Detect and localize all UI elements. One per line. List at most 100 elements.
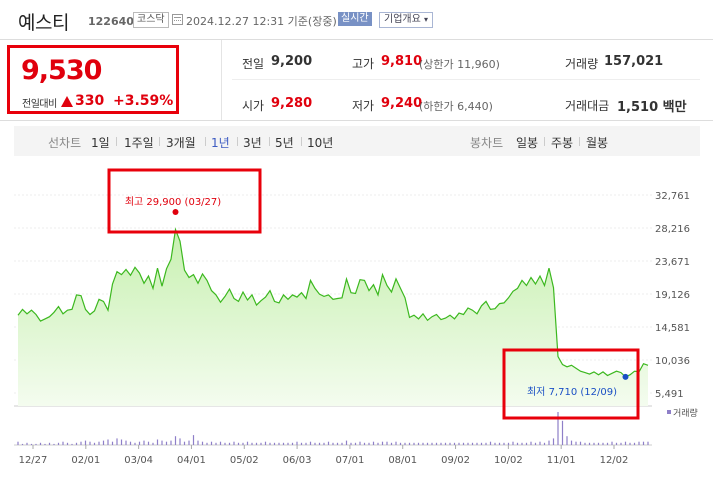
volume-bar xyxy=(273,442,276,445)
y-tick-label: 14,581 xyxy=(655,323,690,334)
volume-bar xyxy=(548,440,550,445)
volume-bar xyxy=(327,441,330,445)
volume-bar xyxy=(138,441,141,445)
x-tick-label: 06/03 xyxy=(283,455,312,466)
x-tick-label: 10/02 xyxy=(494,455,523,466)
divider xyxy=(0,120,713,121)
corp-info-dropdown[interactable]: 기업개요 ▾ xyxy=(379,12,434,28)
volume-bar xyxy=(638,441,640,445)
separator xyxy=(205,137,206,146)
candle-weekly[interactable]: 주봉 xyxy=(551,136,574,150)
volume-bar xyxy=(534,442,537,445)
realtime-button[interactable]: 실시간 xyxy=(338,12,372,26)
volume-bar xyxy=(17,441,19,445)
volume-label: 거래량 xyxy=(565,57,599,71)
period-5y[interactable]: 5년 xyxy=(275,136,294,150)
volume-bar xyxy=(372,441,375,445)
period-1w[interactable]: 1주일 xyxy=(124,136,154,150)
volume-bar xyxy=(440,442,442,445)
period-10y[interactable]: 10년 xyxy=(307,136,334,150)
open-value: 9,280 xyxy=(271,96,313,111)
volume-bar xyxy=(62,441,64,445)
volume-bar xyxy=(435,442,438,445)
low-annotation: 최저 7,710 (12/09) xyxy=(527,386,617,398)
volume-bar xyxy=(503,442,505,445)
volume-bar xyxy=(111,441,114,445)
volume-bar xyxy=(539,441,541,445)
volume-bar xyxy=(296,441,298,445)
period-3m[interactable]: 3개월 xyxy=(166,136,196,150)
volume-bar xyxy=(174,436,177,445)
volume-bar xyxy=(521,442,523,445)
volume-bar xyxy=(75,442,78,445)
volume-bar xyxy=(584,442,586,445)
volume-bar xyxy=(602,442,604,445)
volume-bar xyxy=(53,443,55,445)
divider xyxy=(0,39,713,40)
volume-bar xyxy=(570,440,573,445)
volume-bar xyxy=(134,442,136,445)
volume-bar xyxy=(269,442,271,445)
volume-bar xyxy=(458,442,460,445)
volume-bar xyxy=(165,441,168,445)
period-1y[interactable]: 1년 xyxy=(211,136,230,150)
change-percent: +3.59% xyxy=(113,93,174,109)
volume-bar xyxy=(363,442,366,445)
volume-bar xyxy=(359,441,361,445)
volume-bar xyxy=(336,442,339,445)
volume-bar xyxy=(597,442,600,445)
volume-bar xyxy=(161,440,163,445)
period-1d[interactable]: 1일 xyxy=(91,136,110,150)
volume-bar xyxy=(282,442,285,445)
volume-bar xyxy=(251,442,253,445)
candle-daily[interactable]: 일봉 xyxy=(516,136,539,150)
y-tick-label: 19,126 xyxy=(655,290,690,301)
volume-bar xyxy=(507,442,510,445)
separator xyxy=(301,137,302,146)
up-arrow-icon xyxy=(61,96,73,107)
x-axis: 12/27 02/01 03/04 04/01 05/02 06/03 07/01 08/01… xyxy=(19,445,628,466)
volume-bar xyxy=(224,442,226,445)
volume-bar xyxy=(192,435,195,445)
volume-bar xyxy=(624,441,627,445)
x-tick-label: 11/01 xyxy=(547,455,576,466)
volume-bar xyxy=(480,442,483,445)
volume-bar xyxy=(183,441,186,445)
y-tick-label: 23,671 xyxy=(655,257,690,268)
volume-bar xyxy=(642,441,645,445)
amount-value: 1,510 백만 xyxy=(617,100,687,115)
volume-bar xyxy=(579,441,582,445)
volume-bar xyxy=(350,442,352,445)
volume-bar xyxy=(431,442,433,445)
y-tick-label: 10,036 xyxy=(655,356,690,367)
volume-bar xyxy=(494,442,496,445)
volume-bar xyxy=(30,443,33,445)
period-3y[interactable]: 3년 xyxy=(243,136,262,150)
volume-bar xyxy=(228,442,231,445)
change-value: 330 xyxy=(75,93,105,109)
volume-bar xyxy=(417,442,420,445)
y-tick-label: 32,761 xyxy=(655,191,690,202)
x-tick-label: 02/01 xyxy=(71,455,100,466)
stats-divider xyxy=(232,79,700,80)
volume-bar xyxy=(179,438,181,445)
volume-bar xyxy=(354,442,357,445)
market-badge: 코스닥 xyxy=(133,12,169,28)
high-value: 9,810 xyxy=(381,54,423,69)
open-label: 시가 xyxy=(242,99,265,113)
volume-bar xyxy=(552,438,555,445)
volume-bar xyxy=(426,442,429,445)
volume-bar xyxy=(260,442,262,445)
volume-bar xyxy=(71,443,73,445)
volume-bar xyxy=(561,420,564,445)
volume-bar xyxy=(210,441,213,445)
volume-bar xyxy=(125,440,127,445)
candle-monthly[interactable]: 월봉 xyxy=(586,136,609,150)
amount-label: 거래대금 xyxy=(565,99,610,113)
volume-value: 157,021 xyxy=(604,54,664,69)
volume-bar xyxy=(305,442,307,445)
volume-bar xyxy=(408,442,411,445)
x-tick-label: 09/02 xyxy=(441,455,470,466)
volume-bar xyxy=(525,442,528,445)
